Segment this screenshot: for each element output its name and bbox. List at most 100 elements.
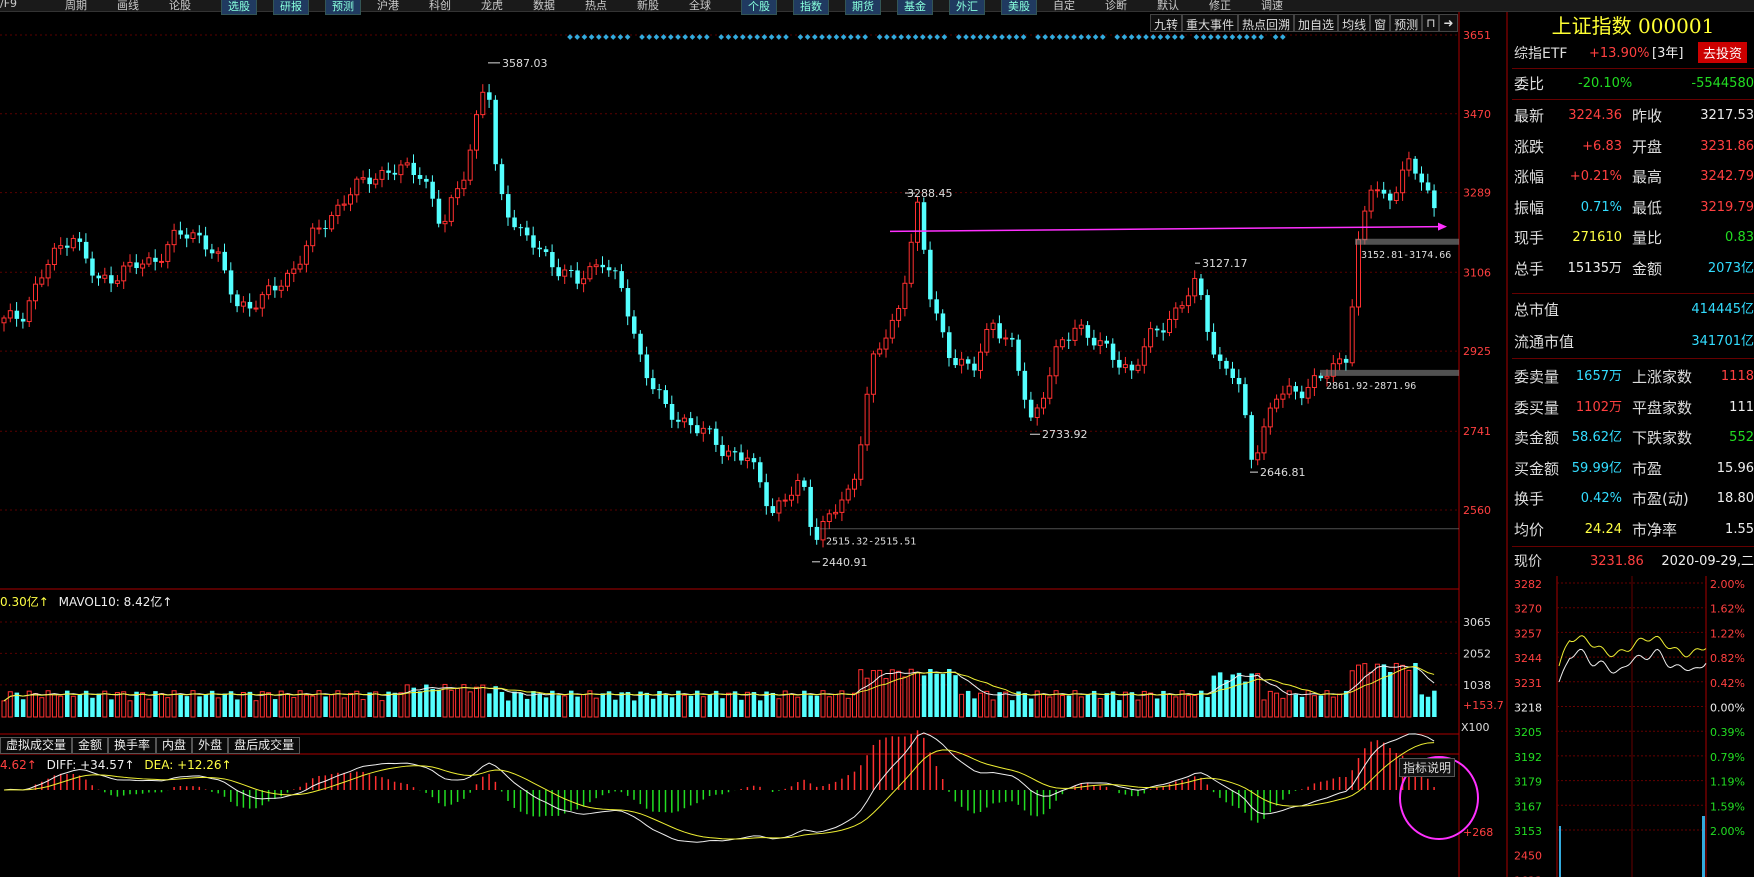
toolbar-button[interactable]: 热点回溯	[1238, 14, 1295, 32]
toolbar-button[interactable]: 窗	[1370, 14, 1391, 32]
candle-body	[1388, 193, 1393, 201]
range-label: 3152.81-3174.66	[1361, 250, 1451, 261]
price-annotation: 2646.81	[1260, 466, 1306, 479]
volume-bar	[650, 698, 656, 717]
volume-bar	[1425, 696, 1431, 717]
toolbar-button[interactable]: 加自选	[1294, 14, 1339, 32]
volume-bar	[593, 697, 599, 718]
top-menu-item[interactable]: 预测	[325, 0, 361, 15]
volume-bar	[467, 691, 473, 718]
top-menu-item[interactable]: 龙虎	[481, 0, 503, 12]
toolbar-button[interactable]: 九转	[1150, 14, 1183, 32]
candle-body	[1324, 375, 1330, 379]
top-menu-item[interactable]: 数据	[533, 0, 555, 12]
toolbar-button[interactable]: 均线	[1338, 14, 1371, 32]
candle-body	[1117, 359, 1122, 368]
kline-chart[interactable]: 3651 3470 3289 3106 2925 2741 2560 3587.03 3288.…	[0, 12, 1512, 877]
candle-body	[858, 444, 864, 480]
top-menu-item[interactable]: /F9	[0, 0, 18, 10]
top-menu-item[interactable]: 修正	[1209, 0, 1231, 12]
volume-bar	[291, 697, 297, 718]
top-menu-item[interactable]: 新股	[637, 0, 659, 12]
candle-body	[354, 178, 360, 196]
candle-body	[1003, 337, 1009, 340]
indicator-tab[interactable]: 换手率	[108, 737, 157, 754]
top-menu-item[interactable]: 默认	[1157, 0, 1179, 12]
candle-body	[114, 280, 120, 284]
market-row: 流通市值 341701亿	[1514, 328, 1754, 356]
event-marker	[703, 34, 710, 40]
top-menu-item[interactable]: 周期	[65, 0, 87, 12]
invest-button[interactable]: 去投资	[1698, 42, 1748, 63]
event-marker	[754, 34, 761, 40]
toolbar-button[interactable]: 重大事件	[1182, 14, 1239, 32]
quote-row: 振幅 0.71% 最低 3219.79	[1514, 194, 1754, 222]
volume-bar	[984, 690, 990, 718]
candle-body	[70, 237, 76, 249]
volume-bar	[323, 696, 328, 717]
top-menu-item[interactable]: 全球	[689, 0, 711, 12]
event-marker	[747, 34, 753, 40]
candle-body	[770, 506, 776, 514]
top-menu-item[interactable]: 热点	[585, 0, 607, 12]
intraday-mini-chart[interactable]: 3282 3270 3257 3244 3231 3218 3205 3192 3179 3167…	[1512, 576, 1754, 877]
quote-value: 3217.53	[1700, 108, 1754, 123]
lock-icon[interactable]: ⊓	[1422, 14, 1440, 32]
candle-body	[190, 232, 196, 239]
top-menu-item[interactable]: 画线	[117, 0, 139, 12]
quote-row: 涨幅 +0.21% 最高 3242.79	[1514, 163, 1754, 191]
vol-legend-b: MAVOL10: 8.42亿↑	[58, 595, 173, 609]
event-marker	[1078, 34, 1085, 40]
indicator-help-button[interactable]: 指标说明	[1399, 758, 1456, 777]
top-menu-item[interactable]: 选股	[221, 0, 257, 15]
event-marker	[1143, 34, 1149, 40]
event-marker	[1229, 34, 1236, 40]
volume-bar	[826, 696, 832, 718]
volume-bar	[845, 697, 851, 718]
top-menu-item[interactable]: 美股	[1001, 0, 1037, 15]
volume-bar	[1400, 664, 1406, 718]
candle-body	[1280, 393, 1286, 400]
quote-label: 平盘家数	[1632, 398, 1693, 417]
volume-bar	[543, 697, 549, 717]
indicator-tab[interactable]: 盘后成交量	[228, 737, 301, 754]
candle-body	[657, 389, 662, 391]
top-menu-item[interactable]: 沪港	[377, 0, 399, 12]
candle-body	[329, 215, 335, 230]
indicator-tab[interactable]: 内盘	[156, 737, 193, 754]
candle-body	[285, 272, 290, 287]
mini-left-tick: 3231	[1514, 677, 1542, 690]
top-menu-item[interactable]: 诊断	[1105, 0, 1127, 12]
volume-bar	[7, 691, 13, 718]
indicator-tab[interactable]: 虚拟成交量	[0, 737, 73, 754]
quote-value: 1.55	[1725, 521, 1754, 537]
indicator-tab[interactable]: 外盘	[192, 737, 229, 754]
candle-body	[814, 526, 820, 540]
volume-bar	[606, 691, 612, 717]
top-menu-item[interactable]: 研报	[273, 0, 309, 15]
volume-bar	[424, 684, 429, 717]
top-menu-item[interactable]: 期货	[845, 0, 881, 15]
event-marker	[624, 34, 631, 40]
top-menu-item[interactable]: 基金	[897, 0, 933, 15]
event-marker	[855, 34, 861, 40]
volume-bar	[870, 670, 876, 718]
volume-bar	[1, 700, 7, 718]
top-menu-item[interactable]: 个股	[741, 0, 777, 15]
top-menu-item[interactable]: 论股	[169, 0, 191, 12]
top-menu-item[interactable]: 指数	[793, 0, 829, 15]
exit-icon[interactable]: ➜	[1439, 14, 1458, 32]
chart-toolbar: 九转 重大事件 热点回溯 加自选 均线窗预测 ⊓ ➜	[1150, 14, 1458, 32]
volume-legend: 0.30亿↑ MAVOL10: 8.42亿↑	[0, 593, 172, 610]
volume-bar	[1104, 693, 1109, 717]
candle-body	[1299, 391, 1305, 399]
top-menu-item[interactable]: 调速	[1261, 0, 1283, 12]
top-menu-item[interactable]: 自定	[1053, 0, 1075, 12]
candle-body	[928, 249, 933, 300]
indicator-tab[interactable]: 金额	[72, 737, 109, 754]
mini-price-line	[1558, 648, 1707, 683]
candle-body	[348, 194, 353, 205]
top-menu-item[interactable]: 外汇	[949, 0, 985, 15]
top-menu-item[interactable]: 科创	[429, 0, 451, 12]
toolbar-button[interactable]: 预测	[1390, 14, 1423, 32]
